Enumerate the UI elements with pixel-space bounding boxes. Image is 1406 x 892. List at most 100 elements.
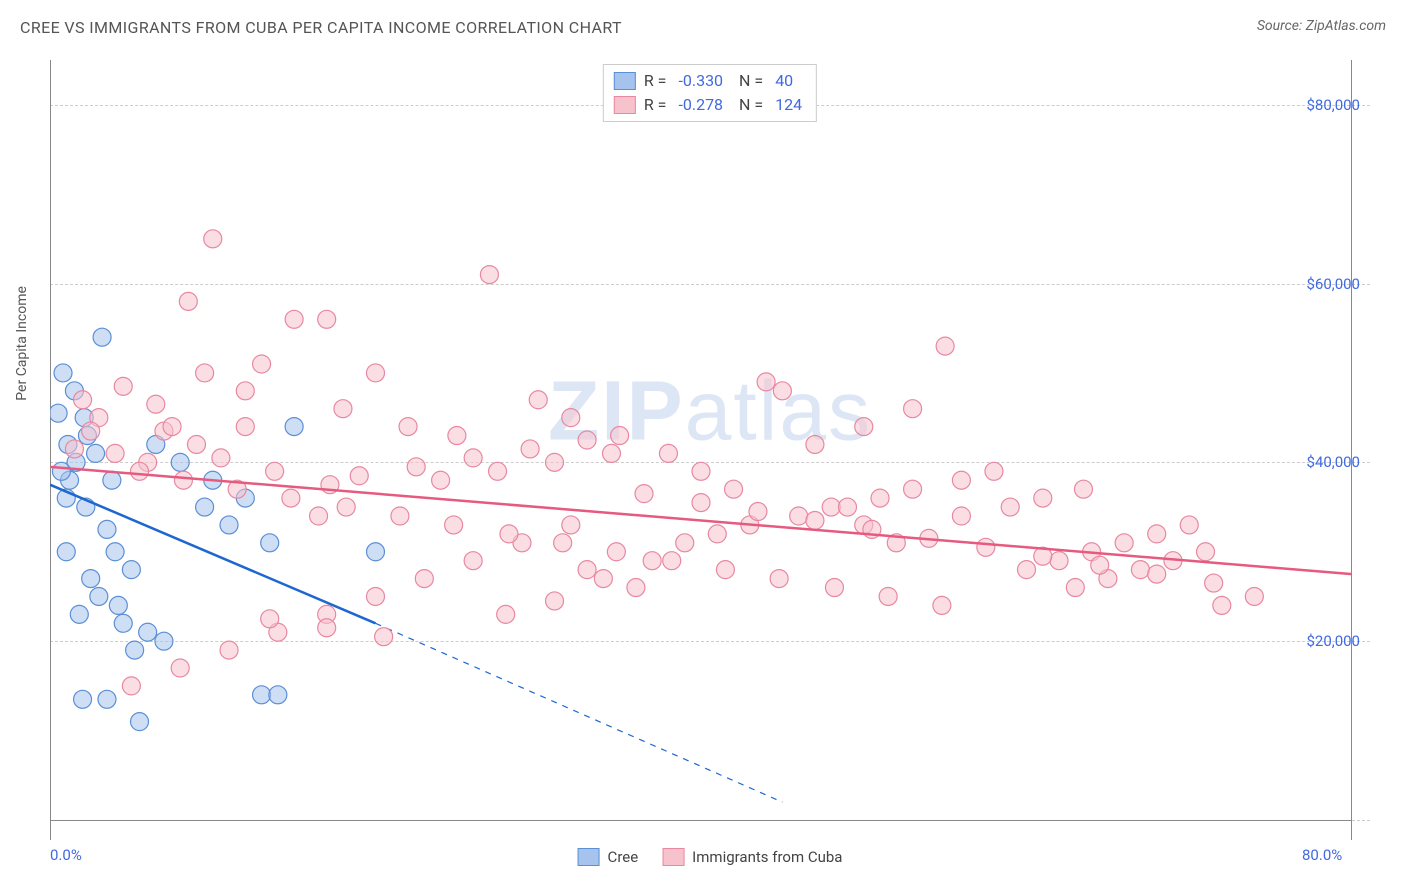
scatter-point-cuba (1213, 596, 1231, 614)
scatter-point-cuba (74, 391, 92, 409)
scatter-point-cree (74, 690, 92, 708)
trend-line-extrap-cree (376, 623, 783, 802)
scatter-point-cuba (445, 516, 463, 534)
scatter-point-cuba (578, 431, 596, 449)
scatter-point-cree (253, 686, 271, 704)
scatter-point-cuba (179, 292, 197, 310)
scatter-point-cree (109, 596, 127, 614)
scatter-point-cuba (106, 444, 124, 462)
scatter-point-cuba (676, 534, 694, 552)
scatter-point-cuba (855, 418, 873, 436)
scatter-point-cuba (147, 395, 165, 413)
scatter-point-cuba (448, 427, 466, 445)
chart-container: Per Capita Income ZIPatlas $20,000$40,00… (50, 60, 1370, 840)
scatter-point-cuba (770, 570, 788, 588)
scatter-point-cree (57, 543, 75, 561)
y-axis-label: Per Capita Income (14, 286, 30, 401)
scatter-point-cuba (521, 440, 539, 458)
legend-row-cuba: R =-0.278 N =124 (614, 93, 806, 117)
trend-line-cuba (50, 467, 1352, 574)
scatter-point-cuba (806, 435, 824, 453)
scatter-point-cree (220, 516, 238, 534)
scatter-point-cuba (757, 373, 775, 391)
scatter-plot (50, 60, 1370, 840)
scatter-point-cuba (985, 462, 1003, 480)
scatter-point-cree (98, 690, 116, 708)
scatter-point-cuba (391, 507, 409, 525)
scatter-point-cuba (163, 418, 181, 436)
scatter-point-cuba (65, 440, 83, 458)
scatter-point-cuba (692, 462, 710, 480)
scatter-point-cree (122, 561, 140, 579)
scatter-point-cuba (1001, 498, 1019, 516)
scatter-point-cuba (334, 400, 352, 418)
scatter-point-cuba (318, 619, 336, 637)
scatter-point-cuba (1245, 587, 1263, 605)
scatter-point-cuba (936, 337, 954, 355)
scatter-point-cuba (261, 610, 279, 628)
scatter-point-cuba (489, 462, 507, 480)
scatter-point-cuba (749, 503, 767, 521)
scatter-point-cuba (1205, 574, 1223, 592)
scatter-point-cuba (204, 230, 222, 248)
scatter-point-cuba (253, 355, 271, 373)
scatter-point-cuba (977, 538, 995, 556)
legend-swatch-cree (614, 72, 636, 90)
legend-n-value: 40 (771, 69, 797, 93)
scatter-point-cree (98, 520, 116, 538)
scatter-point-cuba (871, 489, 889, 507)
scatter-point-cree (126, 641, 144, 659)
scatter-point-cree (82, 570, 100, 588)
scatter-point-cree (261, 534, 279, 552)
scatter-point-cuba (480, 266, 498, 284)
x-tick-label: 80.0% (1302, 846, 1342, 864)
scatter-point-cuba (212, 449, 230, 467)
scatter-point-cree (50, 404, 67, 422)
scatter-point-cuba (464, 449, 482, 467)
scatter-point-cuba (933, 596, 951, 614)
scatter-point-cuba (415, 570, 433, 588)
scatter-point-cuba (607, 543, 625, 561)
scatter-point-cuba (407, 458, 425, 476)
scatter-point-cuba (773, 382, 791, 400)
scatter-point-cuba (497, 605, 515, 623)
scatter-point-cuba (1148, 525, 1166, 543)
scatter-point-cuba (171, 659, 189, 677)
legend-n-label: N = (735, 69, 763, 93)
scatter-point-cuba (114, 377, 132, 395)
scatter-point-cuba (220, 641, 238, 659)
series-legend-item-cree: Cree (578, 848, 639, 866)
legend-swatch-cuba (662, 848, 684, 866)
scatter-point-cuba (266, 462, 284, 480)
scatter-point-cree (114, 614, 132, 632)
scatter-point-cree (367, 543, 385, 561)
scatter-point-cuba (282, 489, 300, 507)
scatter-point-cuba (1066, 579, 1084, 597)
scatter-point-cuba (790, 507, 808, 525)
scatter-point-cree (139, 623, 157, 641)
legend-r-label: R = (644, 69, 667, 93)
scatter-point-cree (106, 543, 124, 561)
scatter-point-cuba (1050, 552, 1068, 570)
scatter-point-cuba (546, 592, 564, 610)
scatter-point-cuba (1091, 556, 1109, 574)
scatter-point-cuba (350, 467, 368, 485)
scatter-point-cuba (716, 561, 734, 579)
scatter-point-cuba (174, 471, 192, 489)
scatter-point-cree (90, 587, 108, 605)
legend-r-value: -0.278 (674, 93, 727, 117)
scatter-point-cree (285, 418, 303, 436)
scatter-point-cuba (806, 511, 824, 529)
scatter-point-cuba (122, 677, 140, 695)
x-tick-label: 0.0% (50, 846, 82, 864)
scatter-point-cuba (367, 364, 385, 382)
scatter-point-cuba (725, 480, 743, 498)
scatter-point-cuba (399, 418, 417, 436)
scatter-point-cuba (904, 400, 922, 418)
scatter-point-cree (196, 498, 214, 516)
series-legend-item-cuba: Immigrants from Cuba (662, 848, 842, 866)
scatter-point-cree (87, 444, 105, 462)
scatter-point-cuba (236, 382, 254, 400)
series-legend: Cree Immigrants from Cuba (578, 848, 843, 866)
scatter-point-cuba (562, 409, 580, 427)
